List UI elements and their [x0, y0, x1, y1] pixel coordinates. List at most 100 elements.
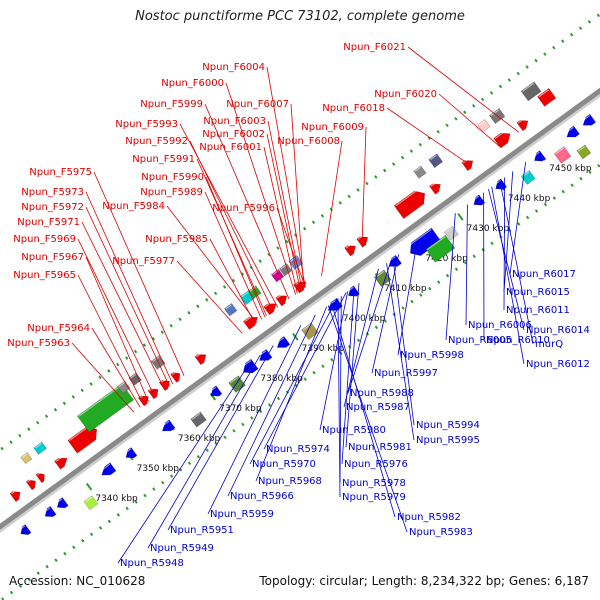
reverse-gene-label: Npun_R5968 [258, 476, 322, 487]
scale-tick [457, 213, 464, 221]
leader-line [255, 306, 328, 482]
forward-gene-2 [35, 471, 45, 484]
forward-box-6 [223, 302, 238, 317]
reverse-gene-7 [190, 411, 207, 428]
leader-line [85, 256, 149, 402]
scale-tick-label: 7390 kbp [302, 344, 345, 354]
scale-tick-label: 7420 kbp [425, 254, 468, 264]
reverse-gene-20 [443, 225, 459, 241]
leader-line [339, 296, 342, 484]
reverse-gene-label: Npun_R6012 [526, 359, 590, 370]
reverse-gene-label: Npun_R6015 [506, 287, 570, 298]
reverse-gene-0 [18, 524, 32, 536]
forward-gene-label: Npun_F6002 [202, 129, 265, 140]
leader-line [361, 126, 367, 247]
leader-line [166, 205, 258, 324]
reverse-gene-label: Npun_R6014 [526, 325, 590, 336]
leader-line [445, 213, 456, 341]
leader-line [397, 240, 418, 356]
reverse-gene-label: murQ [535, 339, 563, 350]
reverse-gene-label: Npun_R5959 [210, 509, 274, 520]
forward-gene-15 [344, 242, 356, 257]
reverse-gene-25 [553, 146, 572, 164]
forward-gene-9 [170, 370, 181, 383]
leader-line [85, 191, 174, 385]
scale-tick-label: 7410 kbp [384, 284, 427, 294]
leader-line [249, 299, 337, 465]
forward-gene-1 [25, 477, 36, 491]
reverse-gene-label: Npun_R5997 [374, 368, 438, 379]
forward-box-14 [477, 118, 491, 133]
forward-gene-label: Npun_F5967 [21, 252, 84, 263]
leader-line [337, 298, 341, 498]
forward-gene-0 [9, 489, 21, 503]
leader-line [276, 207, 306, 288]
reverse-gene-3 [83, 495, 99, 511]
scale-tick-label: 7350 kbp [137, 464, 180, 474]
leader-line [209, 238, 256, 325]
reverse-gene-1 [43, 505, 57, 518]
reverse-gene-10 [240, 358, 259, 374]
reverse-gene-26 [564, 125, 580, 138]
forward-gene-label: Npun_F5964 [27, 323, 90, 334]
leader-line [77, 238, 156, 398]
labels-layer: Npun_F6021 Npun_F6020 Npun_F6018 Npun_F6004… [7, 42, 590, 569]
leader-line [167, 345, 274, 531]
reverse-gene-label: Npun_R6017 [512, 269, 576, 280]
forward-gene-label: Npun_F5984 [102, 201, 165, 212]
reverse-gene-label: Npun_R5995 [416, 435, 480, 446]
reverse-gene-4 [99, 462, 117, 476]
forward-gene-label: Npun_F6021 [343, 42, 406, 53]
reverse-gene-5 [124, 447, 138, 459]
forward-gene-3 [54, 455, 68, 470]
leader-line [491, 186, 525, 365]
reverse-gene-label: Npun_R5983 [409, 527, 473, 538]
forward-gene-12 [263, 300, 277, 316]
reverse-gene-11 [257, 348, 273, 361]
reverse-gene-label: Npun_R5978 [342, 478, 406, 489]
reverse-gene-label: Npun_R5951 [170, 525, 234, 536]
leader-line [117, 361, 251, 564]
leader-line [345, 283, 360, 448]
forward-gene-label: Npun_F6007 [226, 99, 289, 110]
leader-line [77, 274, 144, 406]
leader-line [386, 263, 415, 441]
reverse-gene-label: Npun_R5974 [266, 444, 330, 455]
leader-line [503, 177, 506, 311]
reverse-gene-label: Npun_R5994 [416, 420, 480, 431]
forward-gene-18 [429, 181, 441, 195]
reverse-gene-28 [576, 144, 592, 160]
leader-line [392, 258, 415, 426]
reverse-gene-19 [425, 234, 456, 263]
leader-line [176, 260, 243, 334]
reverse-gene-8 [209, 385, 223, 397]
leader-line [319, 291, 349, 431]
forward-gene-label: Npun_F5975 [29, 167, 92, 178]
forward-gene-label: Npun_F5972 [21, 202, 84, 213]
forward-box-3 [117, 380, 131, 395]
forward-gene-label: Npun_F6018 [322, 103, 385, 114]
scale-tick-label: 7430 kbp [467, 224, 510, 234]
reverse-gene-23 [520, 170, 536, 185]
forward-gene-20 [493, 129, 511, 149]
forward-box-16 [520, 81, 542, 102]
forward-box-13 [428, 153, 444, 169]
scale-tick-label: 7370 kbp [219, 404, 262, 414]
leader-line [204, 191, 263, 320]
leader-line [225, 82, 297, 295]
leader-line [438, 93, 500, 147]
leader-line [91, 327, 141, 408]
reverse-gene-label: Npun_R5966 [230, 491, 294, 502]
leader-line [207, 325, 302, 515]
forward-gene-label: Npun_F5965 [13, 270, 76, 281]
reverse-gene-label: Npun_R5981 [348, 442, 412, 453]
leader-line [147, 354, 261, 549]
leader-line [371, 254, 400, 374]
forward-gene-label: Npun_F6000 [161, 78, 224, 89]
forward-box-1 [20, 452, 33, 465]
leader-line [321, 140, 343, 276]
leader-line [227, 314, 316, 497]
scale-tick [85, 482, 93, 491]
forward-gene-label: Npun_F6001 [199, 142, 262, 153]
